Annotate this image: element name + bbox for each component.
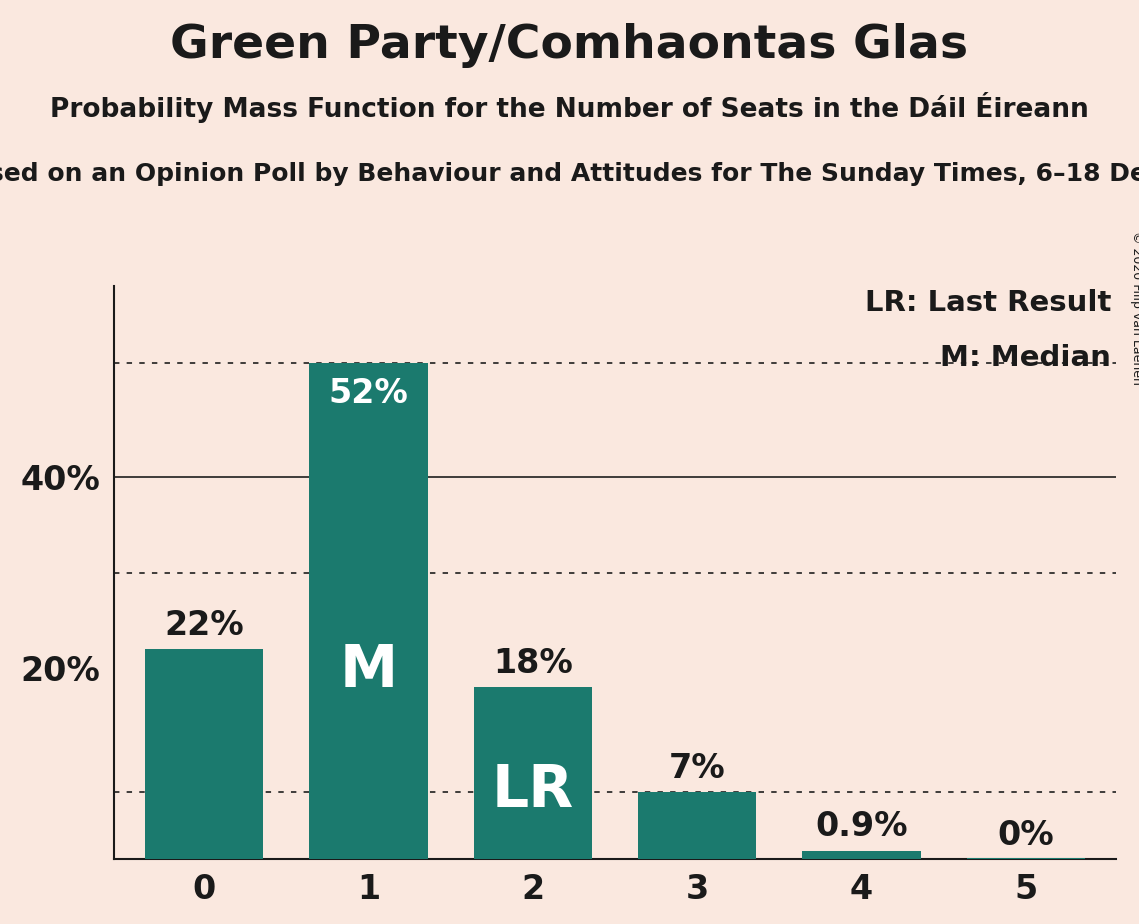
Text: 7%: 7% — [669, 752, 726, 784]
Text: 18%: 18% — [493, 647, 573, 680]
Bar — [474, 687, 592, 859]
Text: © 2020 Filip van Laenen: © 2020 Filip van Laenen — [1130, 231, 1139, 385]
Bar — [967, 858, 1085, 859]
Text: 22%: 22% — [164, 609, 244, 641]
Bar — [802, 851, 920, 859]
Text: LR: LR — [492, 762, 574, 819]
Text: M: Median: M: Median — [941, 344, 1112, 371]
Text: M: M — [339, 642, 398, 699]
Text: LR: Last Result: LR: Last Result — [865, 289, 1112, 317]
Text: Green Party/Comhaontas Glas: Green Party/Comhaontas Glas — [171, 23, 968, 68]
Text: 0.9%: 0.9% — [816, 810, 908, 843]
Text: 52%: 52% — [329, 377, 409, 410]
Text: sed on an Opinion Poll by Behaviour and Attitudes for The Sunday Times, 6–18 Dec: sed on an Opinion Poll by Behaviour and … — [0, 162, 1139, 186]
Text: Probability Mass Function for the Number of Seats in the Dáil Éireann: Probability Mass Function for the Number… — [50, 92, 1089, 124]
Bar — [310, 363, 428, 859]
Bar — [638, 793, 756, 859]
Text: 0%: 0% — [998, 819, 1055, 852]
Bar — [145, 650, 263, 859]
